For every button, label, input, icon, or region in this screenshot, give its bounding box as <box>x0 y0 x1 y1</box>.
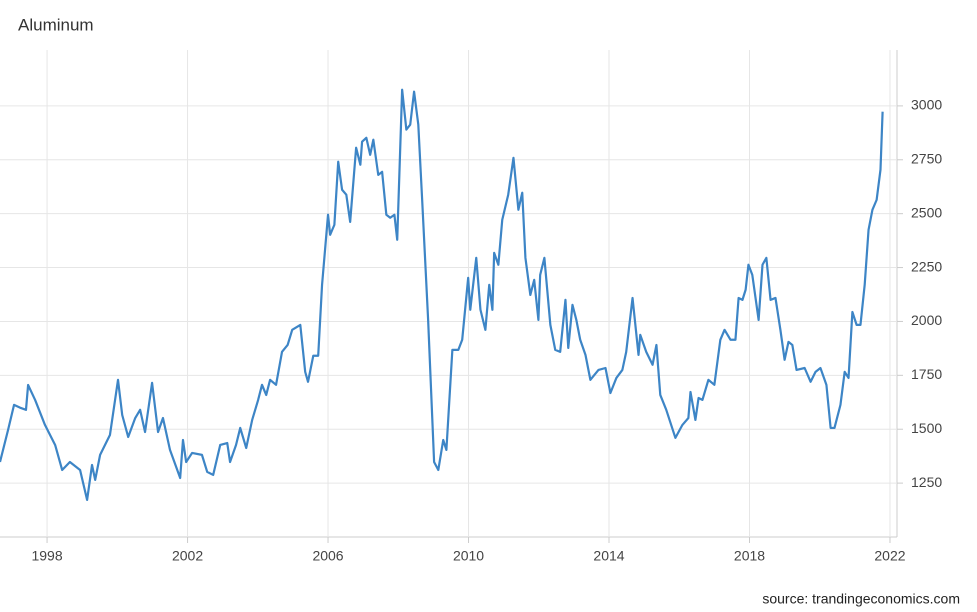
y-tick-label: 2750 <box>911 150 942 166</box>
y-tick-label: 1750 <box>911 366 942 382</box>
y-tick-label: 2500 <box>911 204 942 220</box>
line-series <box>0 88 884 502</box>
y-tick-label: 1250 <box>911 474 942 490</box>
y-tick-label: 2250 <box>911 258 942 274</box>
x-tick-label: 2006 <box>312 548 343 564</box>
chart-title: Aluminum <box>18 15 94 34</box>
x-tick-label: 2014 <box>593 548 624 564</box>
x-tick-label: 2010 <box>453 548 484 564</box>
y-tick-label: 2000 <box>911 312 942 328</box>
x-tick-label: 2022 <box>874 548 905 564</box>
x-tick-label: 2002 <box>172 548 203 564</box>
y-tick-label: 1500 <box>911 420 942 436</box>
y-tick-label: 3000 <box>911 97 942 113</box>
x-tick-label: 1998 <box>31 548 62 564</box>
source: source: trandingeconomics.com <box>762 591 960 607</box>
x-tick-label: 2018 <box>734 548 765 564</box>
